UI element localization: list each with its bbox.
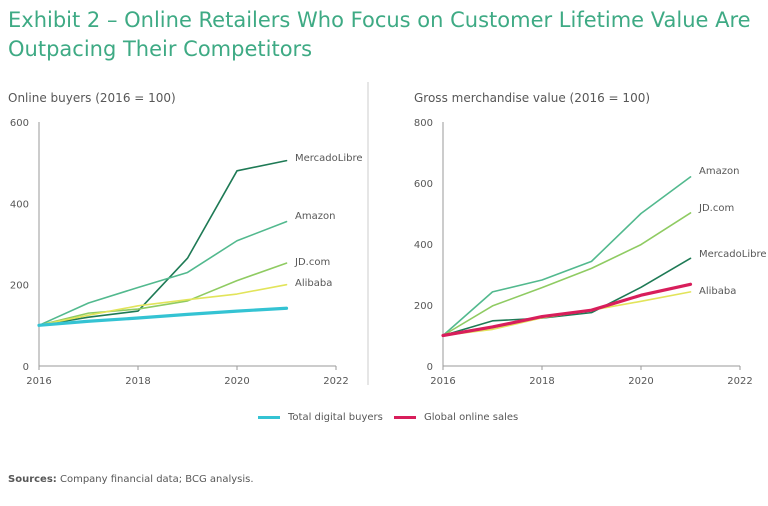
legend-swatch xyxy=(258,416,280,419)
x-tick-label: 2018 xyxy=(125,376,150,387)
source-label: Sources: xyxy=(8,474,57,485)
left-chart: 0 200 400 600 2016 2018 2020 2022 MercadoLibre Am… xyxy=(10,118,363,387)
y-tick-label: 600 xyxy=(414,179,433,190)
x-tick-label: 2016 xyxy=(26,376,51,387)
series-label-amazon: Amazon xyxy=(699,166,739,177)
series-label-mercadolibre: MercadoLibre xyxy=(295,153,363,164)
y-tick-label: 800 xyxy=(414,118,433,129)
series-label-jd-com: JD.com xyxy=(698,203,734,214)
right-chart: 0 200 400 600 800 2016 2018 2020 2022 Amazon JD.co… xyxy=(414,118,767,387)
y-tick-label: 0 xyxy=(427,362,433,373)
legend-item-total-digital-buyers: Total digital buyers xyxy=(258,412,383,423)
series-label-alibaba: Alibaba xyxy=(295,278,332,289)
legend-label: Total digital buyers xyxy=(288,412,383,423)
source-text: Company financial data; BCG analysis. xyxy=(59,474,254,485)
series-label-jd-com: JD.com xyxy=(294,257,330,268)
y-tick-label: 400 xyxy=(414,240,433,251)
x-tick-label: 2022 xyxy=(727,376,752,387)
chart-title: Exhibit 2 – Online Retailers Who Focus o… xyxy=(8,8,751,61)
x-tick-label: 2016 xyxy=(430,376,455,387)
legend-item-global-online-sales: Global online sales xyxy=(394,412,518,423)
left-chart-subtitle: Online buyers (2016 = 100) xyxy=(8,91,176,105)
series-line-jd-com xyxy=(442,212,692,337)
x-tick-label: 2022 xyxy=(323,376,348,387)
series-line-mercadolibre xyxy=(442,257,692,337)
series-line-mercadolibre xyxy=(38,159,288,327)
x-tick-label: 2020 xyxy=(224,376,249,387)
source-note: Sources: Company financial data; BCG ana… xyxy=(8,474,254,485)
y-tick-label: 0 xyxy=(23,362,29,373)
legend-swatch xyxy=(394,416,416,419)
legend-label: Global online sales xyxy=(424,412,519,423)
y-tick-label: 400 xyxy=(10,199,29,210)
y-tick-label: 600 xyxy=(10,118,29,129)
series-label-amazon: Amazon xyxy=(295,211,335,222)
y-tick-label: 200 xyxy=(414,301,433,312)
series-line-global-online-sales xyxy=(441,282,693,338)
series-line-total-digital-buyers xyxy=(37,306,289,327)
series-label-alibaba: Alibaba xyxy=(699,286,736,297)
series-line-alibaba xyxy=(38,283,288,327)
series-line-jd-com xyxy=(38,262,288,327)
series-label-mercadolibre: MercadoLibre xyxy=(699,249,767,260)
x-tick-label: 2018 xyxy=(529,376,554,387)
right-chart-subtitle: Gross merchandise value (2016 = 100) xyxy=(414,91,651,105)
series-line-amazon xyxy=(442,176,692,337)
x-tick-label: 2020 xyxy=(628,376,653,387)
y-tick-label: 200 xyxy=(10,281,29,292)
series-line-amazon xyxy=(38,220,288,327)
charts-canvas: 0 200 400 600 2016 2018 2020 2022 MercadoLibre Am… xyxy=(10,82,767,387)
